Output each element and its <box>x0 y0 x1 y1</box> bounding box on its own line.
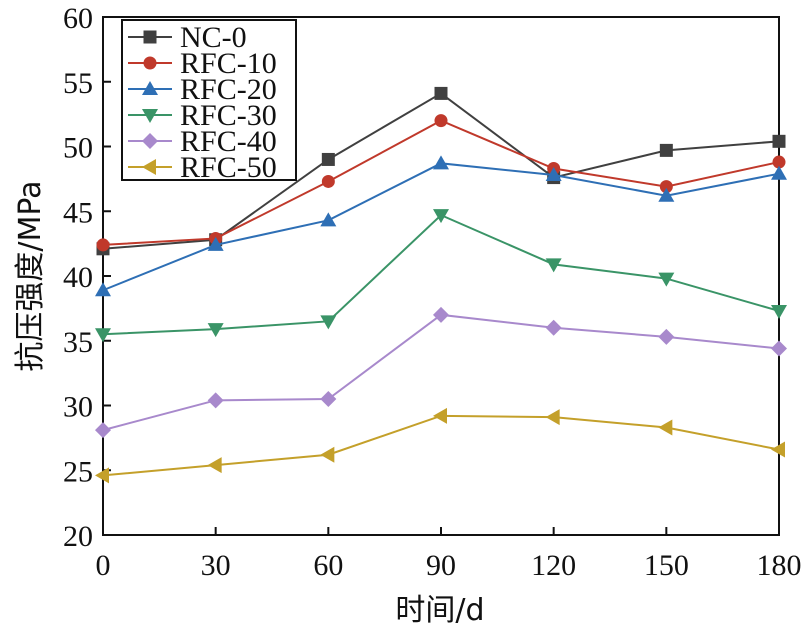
data-point <box>658 272 675 287</box>
data-point <box>207 323 224 338</box>
legend-marker <box>142 159 156 175</box>
legend-marker <box>142 133 158 149</box>
data-point <box>320 315 337 330</box>
data-point <box>96 238 110 252</box>
legend-label: NC-0 <box>180 21 247 54</box>
data-point <box>658 419 673 436</box>
series-RFC-30 <box>95 209 787 343</box>
y-tick-label: 25 <box>63 455 93 488</box>
data-point <box>433 155 449 170</box>
y-axis: 20 25 30 35 40 45 50 55 60 <box>63 2 111 553</box>
data-point <box>434 86 448 100</box>
legend-item: RFC-10 <box>128 47 277 80</box>
data-point <box>433 306 449 323</box>
y-tick-label: 60 <box>63 2 93 35</box>
data-point <box>207 392 224 409</box>
legend-label: RFC-20 <box>180 73 277 106</box>
legend-marker <box>142 81 158 95</box>
legend-item: RFC-40 <box>128 125 277 158</box>
series-line <box>102 414 780 477</box>
x-axis-title: 时间/d <box>395 593 484 628</box>
x-tick-label: 180 <box>757 549 802 582</box>
data-point <box>771 441 785 458</box>
series-RFC-40 <box>95 306 787 439</box>
data-point <box>320 212 337 227</box>
x-tick-label: 60 <box>313 549 343 582</box>
series-layer <box>95 86 787 484</box>
legend-marker <box>142 109 158 123</box>
data-point <box>433 407 447 424</box>
data-point <box>321 152 335 166</box>
legend-marker <box>143 56 157 70</box>
data-point <box>658 187 675 202</box>
data-point <box>207 457 222 474</box>
legend-label: RFC-50 <box>180 151 277 184</box>
data-point <box>95 282 111 297</box>
x-tick-label: 30 <box>201 549 231 582</box>
legend-marker <box>143 30 157 44</box>
legend-label: RFC-40 <box>180 125 277 158</box>
data-point <box>545 166 562 181</box>
series-RFC-50 <box>95 407 785 484</box>
y-tick-label: 20 <box>63 520 93 553</box>
data-point <box>95 467 109 484</box>
y-tick-label: 35 <box>63 326 93 359</box>
y-tick-label: 50 <box>63 132 93 165</box>
legend-item: RFC-30 <box>128 99 277 132</box>
legend-item: RFC-20 <box>128 73 277 106</box>
data-point <box>321 174 335 188</box>
series-RFC-20 <box>95 155 787 297</box>
legend-item: RFC-50 <box>128 151 277 184</box>
x-tick-label: 120 <box>531 549 576 582</box>
data-point <box>95 422 111 439</box>
data-point <box>659 143 673 157</box>
y-tick-label: 55 <box>63 67 93 100</box>
data-point <box>772 155 786 169</box>
x-tick-label: 0 <box>96 549 111 582</box>
data-point <box>545 258 562 273</box>
x-tick-label: 90 <box>426 549 456 582</box>
data-point <box>659 180 673 194</box>
data-point <box>771 340 787 357</box>
y-axis-title: 抗压强度/MPa <box>13 180 48 371</box>
x-tick-label: 150 <box>644 549 689 582</box>
legend-label: RFC-30 <box>180 99 277 132</box>
data-point <box>771 304 787 319</box>
data-point <box>433 209 449 224</box>
data-point <box>771 165 787 180</box>
data-point <box>545 409 560 426</box>
y-tick-label: 45 <box>63 196 93 229</box>
legend-item: NC-0 <box>128 21 247 54</box>
data-point <box>207 236 224 251</box>
x-axis: 0 30 60 90 120 150 180 <box>96 527 802 582</box>
legend-label: RFC-10 <box>180 47 277 80</box>
data-point <box>772 134 786 148</box>
legend-box <box>121 19 297 181</box>
data-point <box>545 319 562 336</box>
y-tick-label: 30 <box>63 391 93 424</box>
data-point <box>320 446 335 463</box>
data-point <box>658 328 675 345</box>
y-tick-label: 40 <box>63 261 93 294</box>
data-point <box>434 114 448 128</box>
data-point <box>320 391 337 408</box>
data-point <box>95 328 111 343</box>
